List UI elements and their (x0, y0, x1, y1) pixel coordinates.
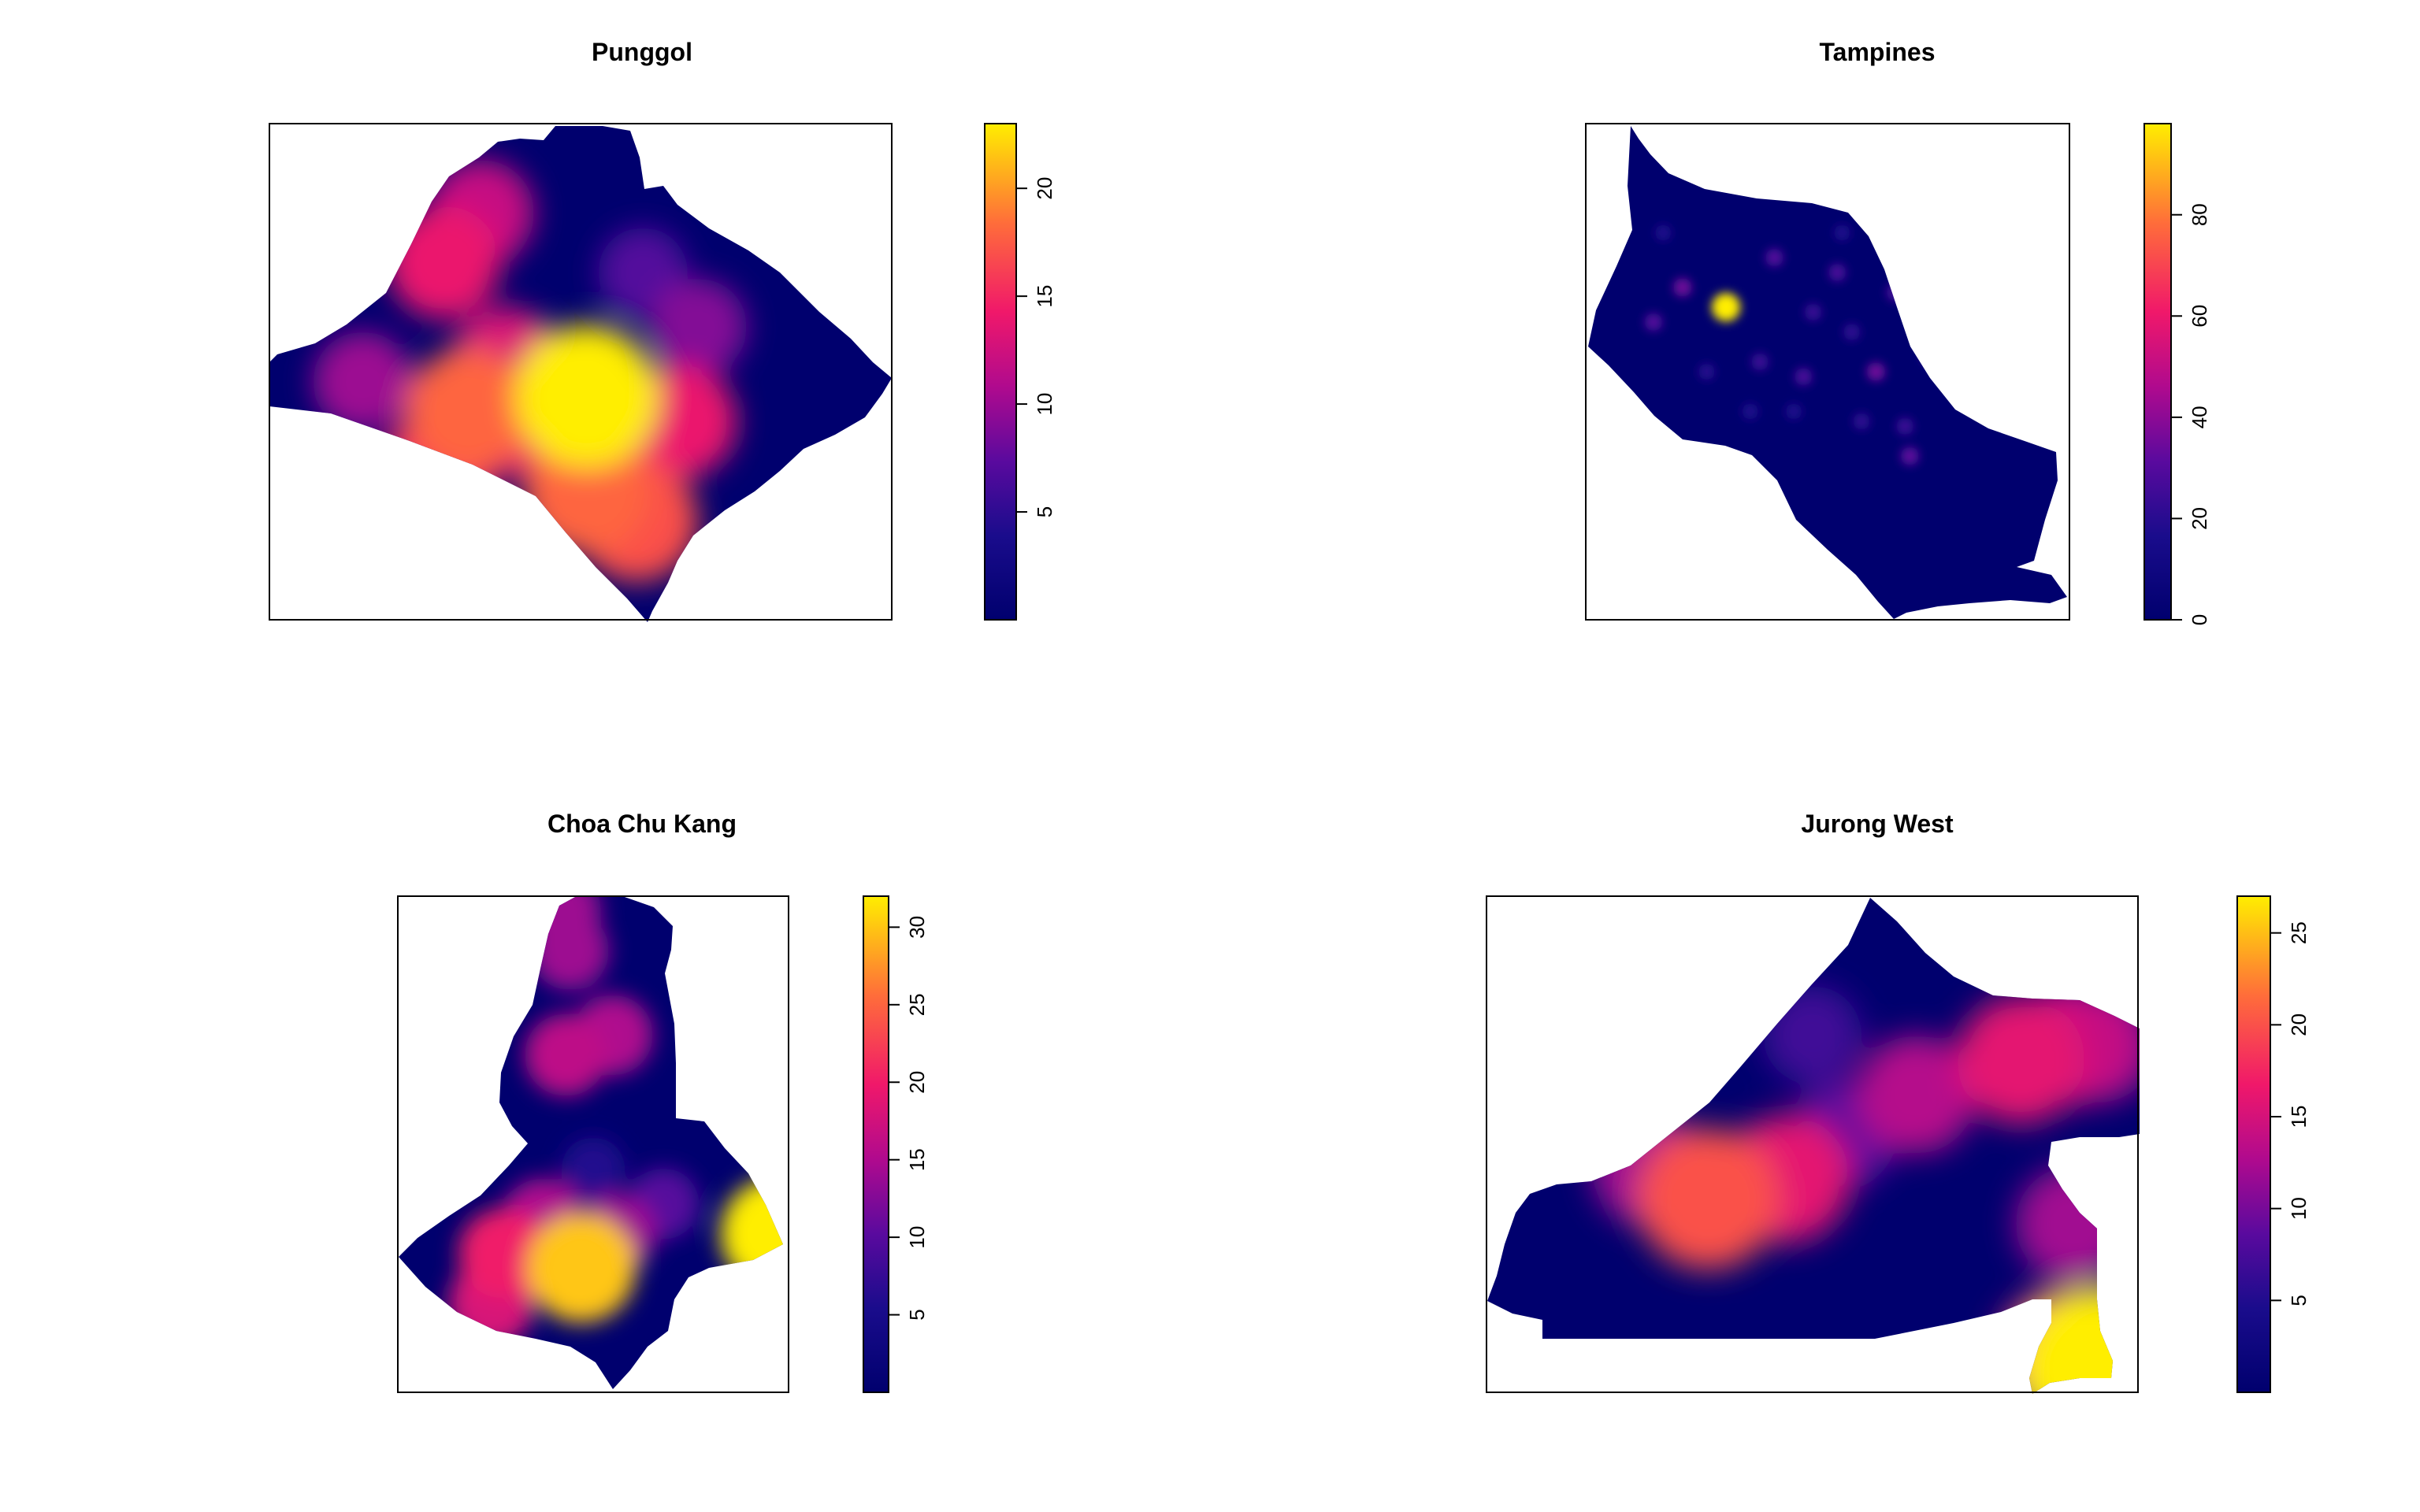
heat-hotspot (1956, 995, 2085, 1125)
heatmap-region (1487, 898, 2140, 1394)
colorbar-tick-label: 5 (1033, 506, 1056, 517)
heat-hotspot (1637, 1128, 1779, 1269)
heat-hotspot (1804, 303, 1822, 321)
colorbar: 5 10 15 20 25 30 (863, 895, 929, 1393)
heat-hotspot (522, 896, 602, 951)
colorbar-tick-label: 20 (2287, 1014, 2311, 1036)
heat-hotspot (1655, 224, 1672, 241)
heat-hotspot (561, 1137, 625, 1201)
colorbar-tick-label: 20 (1033, 177, 1056, 200)
colorbar-tick-label: 80 (2188, 203, 2211, 226)
heat-hotspot (1765, 248, 1783, 267)
panel-title: Punggol (592, 38, 692, 66)
region-background (1588, 126, 2067, 619)
heatmap-panel-punggol: Punggol 5 10 15 20 (269, 38, 1056, 622)
panel-title: Tampines (1820, 38, 1936, 66)
colorbar-gradient (984, 123, 1017, 621)
colorbar: 5 10 15 20 (984, 123, 1056, 621)
heat-hotspot (1742, 403, 1758, 420)
colorbar-tick-label: 20 (905, 1071, 929, 1094)
colorbar-gradient (863, 895, 889, 1393)
heatmap-panel-choa-chu-kang: Choa Chu Kang 5 10 15 20 25 30 (397, 810, 929, 1393)
colorbar-tick-label: 5 (2287, 1295, 2311, 1306)
heat-hotspot (405, 348, 533, 475)
colorbar-tick-label: 60 (2188, 305, 2211, 328)
heat-hotspot (720, 1177, 783, 1290)
heat-hotspot (1896, 417, 1914, 435)
colorbar-tick-label: 0 (2188, 614, 2211, 625)
heat-hotspot (527, 1214, 637, 1323)
colorbar: 0 20 40 60 80 (2143, 123, 2211, 625)
colorbar-tick-label: 15 (2287, 1106, 2311, 1128)
colorbar-tick-label: 25 (905, 993, 929, 1016)
colorbar-tick-label: 10 (1033, 393, 1056, 416)
heat-hotspot (1644, 313, 1663, 332)
plot-frame (269, 123, 893, 621)
heat-hotspot (458, 1208, 548, 1299)
colorbar-tick-label: 15 (1033, 285, 1056, 308)
heat-hotspot (1853, 413, 1870, 430)
heatmap-region (269, 126, 892, 622)
heat-hotspot (1751, 353, 1769, 371)
heat-hotspot (387, 206, 501, 320)
colorbar-tick-label: 5 (905, 1309, 929, 1320)
colorbar-tick-label: 10 (2287, 1197, 2311, 1220)
plot-frame (1585, 123, 2070, 621)
heat-hotspot (1866, 362, 1886, 381)
heat-hotspot (1762, 985, 1862, 1084)
heat-hotspot (1785, 403, 1802, 420)
colorbar-tick-label: 15 (905, 1148, 929, 1171)
panel-title: Choa Chu Kang (547, 810, 737, 838)
colorbar: 5 10 15 20 25 (2236, 895, 2311, 1393)
heatmap-region (399, 896, 783, 1389)
heat-hotspot (1672, 278, 1692, 297)
heat-hotspot (2017, 1285, 2140, 1394)
heat-hotspot (1886, 284, 1905, 302)
heat-hotspot (1711, 292, 1741, 322)
heat-hotspot (1900, 447, 1919, 465)
heat-hotspot (514, 324, 659, 469)
colorbar-tick-label: 30 (905, 916, 929, 939)
panel-title: Jurong West (1801, 810, 1954, 838)
heat-hotspot (1843, 324, 1861, 341)
plot-frame (1486, 895, 2139, 1393)
colorbar-gradient (2143, 123, 2172, 621)
heat-hotspot (1698, 363, 1715, 380)
heatmap-panel-jurong-west: Jurong West 5 10 15 20 25 (1486, 810, 2311, 1394)
heatmap-region (1588, 126, 2067, 619)
heat-hotspot (1795, 368, 1813, 386)
heat-hotspot (650, 279, 748, 376)
colorbar-tick-label: 25 (2287, 921, 2311, 944)
heat-hotspot (1857, 1036, 1976, 1154)
heat-hotspot (1921, 348, 1938, 365)
hotspot-layer (448, 896, 783, 1347)
plot-frame (397, 895, 789, 1393)
heat-hotspot (1828, 263, 1847, 282)
colorbar-tick-label: 10 (905, 1226, 929, 1249)
colorbar-tick-label: 40 (2188, 406, 2211, 428)
hotspot-layer (1591, 984, 2140, 1394)
colorbar-gradient (2236, 895, 2271, 1393)
heat-hotspot (525, 1014, 607, 1096)
colorbar-tick-label: 20 (2188, 507, 2211, 530)
heatmap-panel-tampines: Tampines 0 20 40 60 80 (1585, 38, 2211, 625)
heat-hotspot (313, 332, 413, 432)
heat-hotspot (1834, 224, 1850, 241)
heat-hotspot (2015, 1166, 2131, 1281)
